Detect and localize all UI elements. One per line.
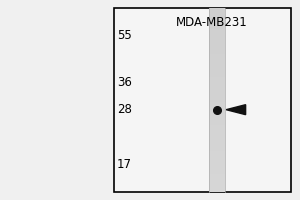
Bar xyxy=(209,47,225,49)
Bar xyxy=(209,70,225,72)
Bar xyxy=(209,160,225,162)
Bar xyxy=(209,148,225,151)
Bar xyxy=(209,49,225,52)
Bar xyxy=(209,77,225,79)
Bar xyxy=(209,144,225,146)
Bar xyxy=(209,95,225,98)
Bar xyxy=(209,93,225,95)
Bar xyxy=(209,88,225,91)
Bar xyxy=(209,183,225,185)
Bar xyxy=(209,190,225,192)
Bar xyxy=(209,45,225,47)
Bar xyxy=(209,102,225,105)
Bar xyxy=(209,137,225,139)
Bar xyxy=(209,100,225,102)
Bar xyxy=(209,63,225,66)
Bar xyxy=(209,125,225,128)
Bar xyxy=(209,31,225,33)
Text: 17: 17 xyxy=(117,158,132,171)
Bar xyxy=(209,118,225,121)
Bar xyxy=(209,22,225,24)
Bar xyxy=(209,107,225,109)
Bar xyxy=(209,130,225,132)
Bar xyxy=(209,61,225,63)
Polygon shape xyxy=(226,105,246,115)
Text: 28: 28 xyxy=(117,103,132,116)
Bar xyxy=(209,52,225,54)
Bar xyxy=(209,162,225,164)
Bar xyxy=(209,13,225,15)
Bar xyxy=(209,180,225,183)
Bar xyxy=(209,171,225,174)
Bar xyxy=(209,174,225,176)
Bar xyxy=(209,132,225,135)
Bar xyxy=(209,146,225,148)
Bar xyxy=(209,116,225,118)
Bar xyxy=(209,141,225,144)
Bar xyxy=(209,91,225,93)
Bar xyxy=(209,54,225,56)
Bar xyxy=(209,26,225,29)
Bar xyxy=(209,40,225,43)
Bar xyxy=(209,109,225,112)
Bar xyxy=(209,56,225,59)
Bar xyxy=(209,15,225,17)
Bar xyxy=(209,24,225,26)
Bar xyxy=(209,38,225,40)
Bar xyxy=(209,178,225,180)
Bar xyxy=(114,8,291,192)
Bar xyxy=(209,10,225,13)
Bar xyxy=(209,72,225,75)
Bar xyxy=(209,43,225,45)
Bar xyxy=(209,123,225,125)
Bar xyxy=(209,36,225,38)
Text: 55: 55 xyxy=(117,29,132,42)
Bar xyxy=(209,134,225,137)
Text: 36: 36 xyxy=(117,76,132,89)
Bar xyxy=(209,158,225,160)
Bar xyxy=(209,164,225,167)
Bar xyxy=(209,59,225,61)
Bar xyxy=(209,20,225,22)
Bar xyxy=(209,112,225,114)
Bar xyxy=(209,17,225,20)
Bar xyxy=(209,33,225,36)
Bar xyxy=(209,176,225,178)
Bar xyxy=(209,185,225,187)
Bar xyxy=(209,66,225,68)
Bar xyxy=(209,153,225,155)
Bar xyxy=(209,82,225,84)
Bar xyxy=(209,84,225,86)
Bar xyxy=(209,86,225,88)
Bar xyxy=(209,79,225,82)
Bar xyxy=(209,68,225,70)
Bar xyxy=(209,75,225,77)
Bar xyxy=(209,187,225,190)
Bar xyxy=(209,8,225,10)
Bar xyxy=(209,29,225,31)
Bar xyxy=(209,151,225,153)
Text: MDA-MB231: MDA-MB231 xyxy=(176,16,248,29)
Bar xyxy=(209,167,225,169)
Bar xyxy=(209,128,225,130)
Bar xyxy=(209,169,225,171)
Bar xyxy=(209,139,225,141)
Bar xyxy=(209,98,225,100)
Bar xyxy=(209,114,225,116)
Bar xyxy=(209,105,225,107)
Bar xyxy=(209,121,225,123)
Bar xyxy=(209,155,225,158)
